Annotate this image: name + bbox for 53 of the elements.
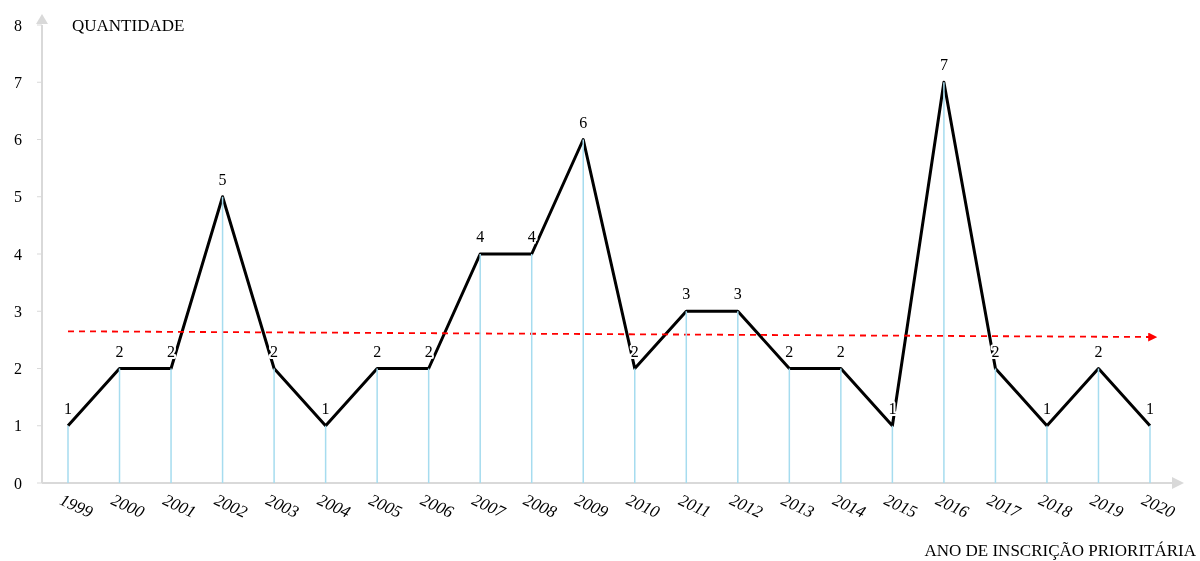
x-tick-label: 2001 [159,490,199,522]
y-tick-label: 0 [14,474,22,492]
y-tick-label: 7 [14,73,22,91]
x-tick-label: 2015 [881,490,921,522]
data-label: 4 [527,228,536,245]
data-label: 6 [579,113,588,131]
x-tick-label: 2000 [108,490,148,523]
data-label: 2 [785,342,794,360]
x-tick-label: 2017 [984,490,1025,523]
x-tick-label: 2004 [314,490,354,523]
data-label: 3 [682,285,691,303]
data-label: 2 [270,342,279,360]
data-label: 5 [218,170,227,188]
y-tick-label: 4 [14,245,22,263]
data-label: 2 [836,342,845,360]
x-tick-label: 2008 [520,490,560,523]
x-axis-title: ANO DE INSCRIÇÃO PRIORITÁRIA [924,541,1197,560]
x-tick-label: 2018 [1035,490,1076,523]
x-tick-label: 2016 [932,490,973,523]
data-label: 2 [424,342,433,360]
data-label: 1 [1042,399,1051,417]
data-label: 2 [115,342,124,360]
x-tick-label: 2007 [469,490,510,523]
y-tick-label: 2 [14,360,22,377]
data-label: 7 [939,56,948,74]
y-axis-title: QUANTIDADE [72,16,185,35]
x-tick-label: 2013 [778,490,818,522]
data-label: 1 [321,399,330,417]
y-tick-label: 8 [14,16,22,34]
data-label: 2 [1094,342,1103,360]
x-tick-label: 2003 [263,490,302,522]
x-tick-label: 2005 [366,490,405,522]
x-tick-label: 2010 [623,490,663,523]
x-tick-label: 2019 [1087,490,1127,523]
line-series [66,80,1152,428]
data-label: 1 [1146,399,1154,417]
x-tick-label: 1999 [56,490,97,523]
data-label: 1 [64,399,72,417]
x-tick-label: 2011 [675,490,714,522]
y-tick-label: 1 [14,417,22,435]
data-label: 3 [733,285,742,303]
x-tick-label: 2006 [417,490,457,523]
x-tick-label: 2002 [211,490,251,523]
x-tick-label: 2012 [726,490,767,523]
x-tick-label: 2014 [829,490,870,523]
data-label: 2 [167,342,176,360]
x-tick-label: 2009 [572,490,612,523]
y-tick-label: 3 [14,302,22,320]
data-label: 2 [373,342,382,360]
data-label: 4 [476,228,485,245]
x-tick-label: 2020 [1138,490,1179,523]
y-tick-label: 5 [14,188,22,206]
y-tick-label: 6 [14,131,22,148]
